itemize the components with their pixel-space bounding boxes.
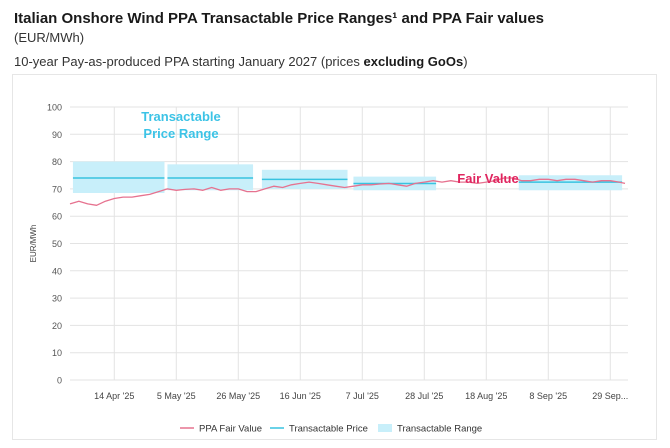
x-tick-label: 18 Aug '25 bbox=[465, 391, 507, 401]
subtitle-suffix: ) bbox=[463, 54, 468, 69]
annotation-label: Transactable bbox=[141, 109, 221, 124]
subtitle-bold: excluding GoOs bbox=[363, 54, 464, 69]
y-axis-title: EUR/MWh bbox=[29, 225, 38, 263]
x-tick-label: 16 Jun '25 bbox=[280, 391, 321, 401]
y-tick-label: 10 bbox=[52, 348, 62, 358]
chart-title: Italian Onshore Wind PPA Transactable Pr… bbox=[14, 10, 545, 27]
chart-frame bbox=[12, 74, 657, 440]
x-tick-label: 5 May '25 bbox=[157, 391, 196, 401]
y-tick-label: 90 bbox=[52, 130, 62, 140]
legend-swatch-transactable-range bbox=[378, 424, 392, 432]
chart-subtitle: 10-year Pay-as-produced PPA starting Jan… bbox=[14, 54, 468, 69]
x-tick-label: 8 Sep '25 bbox=[529, 391, 567, 401]
y-tick-label: 70 bbox=[52, 184, 62, 194]
x-tick-label: 28 Jul '25 bbox=[405, 391, 443, 401]
subtitle-prefix: 10-year Pay-as-produced PPA starting Jan… bbox=[14, 54, 364, 69]
x-tick-label: 7 Jul '25 bbox=[346, 391, 379, 401]
legend-label: PPA Fair Value bbox=[199, 424, 262, 435]
y-tick-label: 20 bbox=[52, 321, 62, 331]
annotation-label: Fair Value bbox=[457, 171, 518, 186]
annotation-label: Price Range bbox=[143, 126, 218, 141]
y-tick-label: 50 bbox=[52, 239, 62, 249]
x-tick-label: 26 May '25 bbox=[216, 391, 260, 401]
y-tick-label: 60 bbox=[52, 212, 62, 222]
y-tick-label: 40 bbox=[52, 266, 62, 276]
y-tick-label: 0 bbox=[57, 376, 62, 386]
legend-label: Transactable Price bbox=[289, 424, 368, 435]
legend-label: Transactable Range bbox=[397, 424, 482, 435]
y-tick-label: 100 bbox=[47, 103, 62, 113]
fair-value-line bbox=[69, 177, 626, 206]
y-tick-label: 30 bbox=[52, 294, 62, 304]
x-tick-label: 29 Sep... bbox=[592, 391, 628, 401]
chart-unit: (EUR/MWh) bbox=[14, 30, 85, 45]
y-tick-label: 80 bbox=[52, 157, 62, 167]
x-tick-label: 14 Apr '25 bbox=[94, 391, 134, 401]
